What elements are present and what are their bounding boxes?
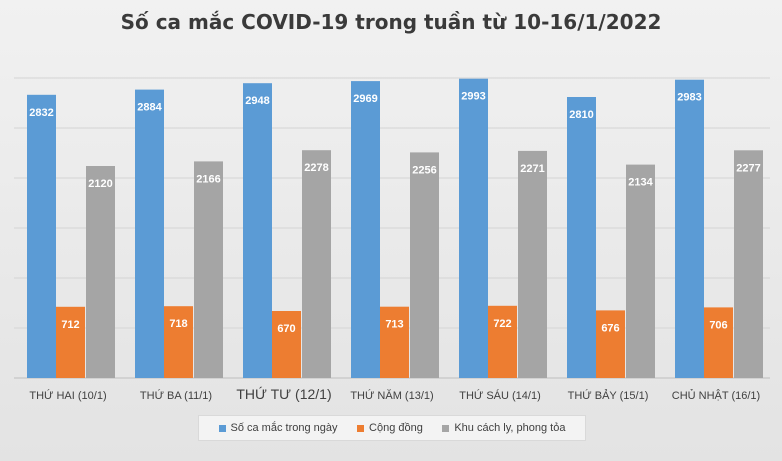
data-label-daily-cases: 2948 [245,95,269,107]
bar-quarantine [410,152,439,378]
legend-label-daily-cases: Số ca mắc trong ngày [230,422,338,434]
data-label-quarantine: 2277 [736,162,760,174]
x-tick-label: THỨ BẢY (15/1) [568,389,649,402]
legend-item-daily-cases: Số ca mắc trong ngày [218,422,338,434]
legend-item-community: Cộng đồng [357,422,423,434]
data-label-quarantine: 2256 [412,164,436,176]
data-label-quarantine: 2271 [520,163,544,175]
x-tick-label: THỨ NĂM (13/1) [350,389,433,402]
bar-community [380,306,409,378]
data-label-daily-cases: 2884 [137,102,162,114]
bar-daily-cases [135,89,164,378]
bar-community [704,307,733,378]
data-label-quarantine: 2120 [88,178,112,190]
data-label-daily-cases: 2832 [29,107,53,119]
legend-label-quarantine: Khu cách ly, phong tỏa [454,422,566,434]
x-tick-label: CHỦ NHẬT (16/1) [672,389,760,402]
bar-community [488,305,517,378]
bar-daily-cases [243,83,272,378]
data-label-daily-cases: 2969 [353,93,377,105]
data-label-community: 670 [277,323,295,335]
legend: Số ca mắc trong ngày Cộng đồng Khu cách … [198,415,586,441]
bar-daily-cases [567,97,596,378]
bar-quarantine [302,150,331,378]
bar-quarantine [194,161,223,378]
legend-item-quarantine: Khu cách ly, phong tỏa [442,422,565,434]
x-tick-label: THỨ HAI (10/1) [29,389,106,402]
data-label-daily-cases: 2983 [677,92,701,104]
bar-quarantine [626,164,655,378]
data-label-daily-cases: 2810 [569,109,593,121]
bar-daily-cases [675,79,704,378]
data-label-community: 718 [169,318,187,330]
bar-community [164,306,193,378]
data-label-daily-cases: 2993 [461,91,485,103]
bar-quarantine [734,150,763,378]
data-label-quarantine: 2166 [196,173,220,185]
data-label-community: 712 [61,319,79,331]
legend-label-community: Cộng đồng [369,422,423,434]
data-label-community: 676 [601,322,619,334]
bar-community [56,306,85,378]
chart-title: Số ca mắc COVID-19 trong tuần từ 10-16/1… [120,10,662,34]
data-label-community: 706 [709,319,727,331]
legend-swatch-community [357,424,365,432]
x-tick-label: THỨ TƯ (12/1) [236,386,331,402]
x-tick-label: THỨ BA (11/1) [140,389,212,402]
legend-swatch-quarantine [442,424,450,432]
data-label-community: 713 [385,319,403,331]
bar-quarantine [518,150,547,378]
data-label-quarantine: 2134 [628,177,653,189]
bar-community [596,310,625,378]
legend-swatch-daily-cases [218,424,226,432]
bar-daily-cases [27,94,56,379]
bar-community [272,311,301,378]
x-tick-label: THỨ SÁU (14/1) [459,389,541,402]
data-label-quarantine: 2278 [304,162,328,174]
bar-quarantine [86,166,115,378]
data-label-community: 722 [493,318,511,330]
bar-daily-cases [351,81,380,378]
bar-daily-cases [459,78,488,378]
